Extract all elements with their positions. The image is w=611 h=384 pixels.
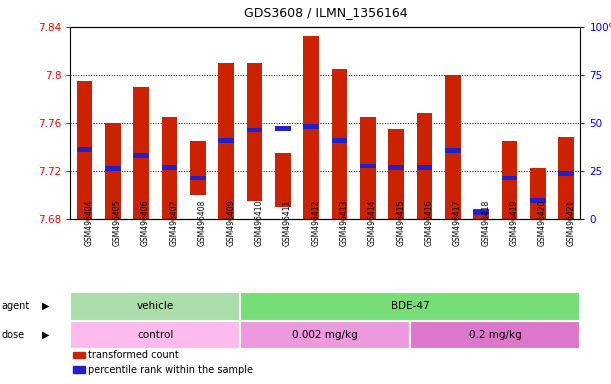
Bar [360,164,376,169]
Bar [332,69,347,219]
Bar [240,292,580,321]
Bar [474,210,489,215]
Text: ▶: ▶ [42,330,49,340]
Text: BDE-47: BDE-47 [391,301,430,311]
Text: GSM496419: GSM496419 [510,199,519,246]
Bar [190,175,206,180]
Text: GSM496407: GSM496407 [169,199,178,246]
Text: GSM496413: GSM496413 [340,199,348,246]
Bar [162,117,177,219]
Bar [530,169,546,219]
Bar [417,113,433,219]
Bar [70,292,240,321]
Bar [417,165,433,170]
Bar [411,321,580,349]
Bar [240,321,411,349]
Bar [162,165,177,170]
Bar [190,141,206,195]
Bar [530,199,546,203]
Text: GSM496415: GSM496415 [396,199,405,246]
Bar [304,124,319,129]
Legend: transformed count, percentile rank within the sample: transformed count, percentile rank withi… [69,346,257,379]
Text: GSM496410: GSM496410 [255,199,263,246]
Text: 0.2 mg/kg: 0.2 mg/kg [469,330,522,340]
Bar [332,139,347,143]
Text: control: control [137,330,174,340]
Text: ▶: ▶ [42,301,49,311]
Bar [133,153,149,158]
Text: GSM496417: GSM496417 [453,199,462,246]
Bar [70,321,240,349]
Text: GSM496420: GSM496420 [538,199,547,246]
Bar [445,148,461,153]
Bar [502,175,518,180]
Text: GSM496414: GSM496414 [368,199,377,246]
Bar [247,63,262,201]
Text: GSM496418: GSM496418 [481,199,490,246]
Bar [105,123,120,219]
Bar [304,36,319,219]
Text: GSM496411: GSM496411 [283,199,292,246]
Bar [389,165,404,170]
Bar [218,139,234,143]
Bar [105,166,120,171]
Bar [558,171,574,175]
Text: 0.002 mg/kg: 0.002 mg/kg [293,330,358,340]
Text: dose: dose [1,330,24,340]
Text: agent: agent [1,301,29,311]
Bar [445,75,461,219]
Text: GSM496416: GSM496416 [425,199,434,246]
Bar [474,209,489,219]
Text: GSM496409: GSM496409 [226,199,235,246]
Bar [360,117,376,219]
Bar [76,147,92,152]
Text: vehicle: vehicle [137,301,174,311]
Bar [389,129,404,219]
Bar [247,128,262,132]
Bar [502,141,518,219]
Text: GSM496406: GSM496406 [141,199,150,246]
Bar [218,63,234,219]
Bar [133,87,149,219]
Text: GSM496404: GSM496404 [84,199,93,246]
Text: GDS3608 / ILMN_1356164: GDS3608 / ILMN_1356164 [244,6,407,19]
Text: GSM496405: GSM496405 [113,199,122,246]
Text: GSM496421: GSM496421 [566,199,576,246]
Bar [558,137,574,219]
Bar [275,153,291,207]
Bar [76,81,92,219]
Text: GSM496412: GSM496412 [311,199,320,246]
Text: GSM496408: GSM496408 [198,199,207,246]
Bar [275,126,291,131]
